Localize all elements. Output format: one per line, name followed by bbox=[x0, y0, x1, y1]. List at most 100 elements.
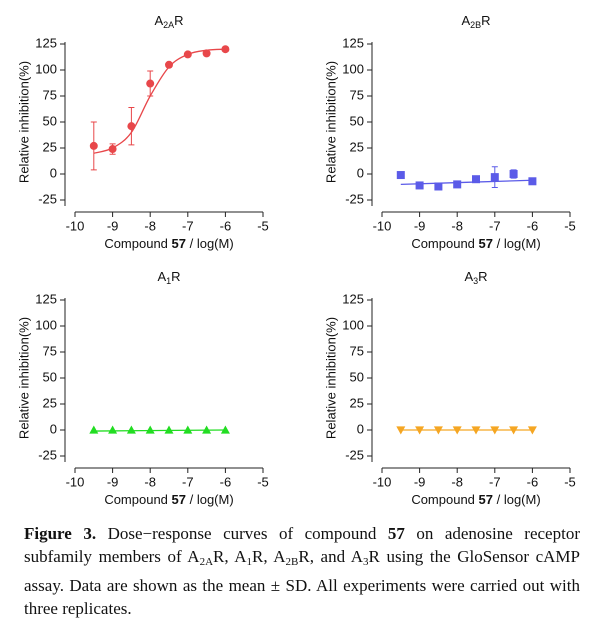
x-tick-label: -7 bbox=[182, 474, 194, 489]
text-segment: Compound bbox=[411, 492, 478, 507]
panel-title: A2AR bbox=[154, 13, 183, 30]
text-segment: 1 bbox=[166, 276, 171, 286]
text-segment: 57 bbox=[172, 236, 186, 251]
y-tick-label: 100 bbox=[342, 61, 364, 76]
marker bbox=[220, 425, 230, 434]
x-tick-label: -7 bbox=[489, 474, 501, 489]
y-tick-label: 75 bbox=[43, 343, 57, 358]
caption-segment: 57 bbox=[387, 524, 405, 543]
y-tick-label: 0 bbox=[50, 165, 57, 180]
y-tick-label: 100 bbox=[35, 317, 57, 332]
text-segment: / log(M) bbox=[186, 236, 234, 251]
y-tick-label: 125 bbox=[342, 35, 364, 50]
caption-segment: 2B bbox=[285, 556, 299, 568]
marker bbox=[490, 173, 499, 182]
x-axis-label: Compound 57 / log(M) bbox=[411, 236, 540, 251]
y-tick-label: 25 bbox=[43, 139, 57, 154]
x-tick-label: -7 bbox=[489, 218, 501, 233]
x-tick-label: -9 bbox=[107, 474, 119, 489]
y-tick-label: 75 bbox=[43, 87, 57, 102]
y-axis-label: Relative inhibition(%) bbox=[323, 61, 338, 183]
y-tick-label: -25 bbox=[38, 447, 57, 462]
x-tick-label: -5 bbox=[564, 218, 576, 233]
y-tick-label: 50 bbox=[350, 113, 364, 128]
y-tick-label: -25 bbox=[38, 191, 57, 206]
text-segment: 2B bbox=[470, 20, 481, 30]
x-tick-label: -8 bbox=[144, 218, 156, 233]
y-tick-label: -25 bbox=[345, 447, 364, 462]
text-segment: R bbox=[174, 13, 183, 28]
caption-segment: 3 bbox=[363, 556, 369, 568]
x-axis-label: Compound 57 / log(M) bbox=[104, 492, 233, 507]
y-tick-label: 125 bbox=[342, 291, 364, 306]
x-tick-label: -9 bbox=[107, 218, 119, 233]
caption-segment: R using the GloSensor cAMP assay. Data a… bbox=[24, 547, 580, 618]
x-tick-label: -10 bbox=[373, 474, 392, 489]
text-segment: Compound bbox=[104, 236, 171, 251]
y-tick-label: 75 bbox=[350, 343, 364, 358]
text-segment: 57 bbox=[172, 492, 186, 507]
y-tick-label: -25 bbox=[345, 191, 364, 206]
y-tick-label: 100 bbox=[342, 317, 364, 332]
x-tick-label: -8 bbox=[451, 218, 463, 233]
y-tick-label: 25 bbox=[350, 139, 364, 154]
caption: Figure 3. Dose−response curves of compou… bbox=[24, 522, 580, 620]
caption-segment: R, and A bbox=[298, 547, 364, 566]
marker bbox=[145, 425, 155, 434]
text-segment: R bbox=[171, 269, 180, 284]
x-tick-label: -8 bbox=[451, 474, 463, 489]
marker bbox=[509, 170, 518, 178]
caption-segment: 2A bbox=[199, 556, 214, 568]
caption-segment: Dose−response curves of compound bbox=[96, 524, 388, 543]
text-segment: 57 bbox=[479, 236, 493, 251]
marker bbox=[126, 425, 136, 434]
caption-segment: on adenosine receptor subfamily members … bbox=[24, 524, 580, 566]
fit-curve bbox=[93, 48, 226, 154]
marker bbox=[472, 175, 480, 184]
x-axis-label: Compound 57 / log(M) bbox=[411, 492, 540, 507]
x-tick-label: -5 bbox=[257, 218, 269, 233]
y-tick-label: 125 bbox=[35, 291, 57, 306]
x-tick-label: -10 bbox=[66, 218, 85, 233]
x-tick-label: -9 bbox=[414, 218, 426, 233]
x-axis-label: Compound 57 / log(M) bbox=[104, 236, 233, 251]
text-segment: 3 bbox=[473, 276, 478, 286]
y-tick-label: 75 bbox=[350, 87, 364, 102]
text-segment: 57 bbox=[479, 492, 493, 507]
text-segment: A bbox=[157, 269, 166, 284]
x-tick-label: -6 bbox=[527, 218, 539, 233]
marker bbox=[146, 79, 155, 88]
caption-segment: R, A bbox=[213, 547, 247, 566]
y-axis-label: Relative inhibition(%) bbox=[323, 317, 338, 439]
text-segment: Compound bbox=[411, 236, 478, 251]
marker bbox=[89, 425, 99, 434]
marker bbox=[165, 60, 173, 69]
y-tick-label: 25 bbox=[43, 395, 57, 410]
y-tick-label: 0 bbox=[357, 165, 364, 180]
caption-segment: R, A bbox=[252, 547, 286, 566]
marker bbox=[164, 425, 174, 434]
y-tick-label: 25 bbox=[350, 395, 364, 410]
marker bbox=[453, 180, 462, 189]
text-segment: R bbox=[481, 13, 490, 28]
text-segment: Compound bbox=[104, 492, 171, 507]
fit-curve bbox=[400, 179, 533, 186]
text-segment: 2A bbox=[163, 20, 174, 30]
y-tick-label: 0 bbox=[357, 421, 364, 436]
marker bbox=[528, 177, 537, 186]
text-segment: / log(M) bbox=[493, 236, 541, 251]
text-segment: R bbox=[478, 269, 487, 284]
marker bbox=[396, 171, 405, 180]
x-tick-label: -5 bbox=[564, 474, 576, 489]
y-axis-label: Relative inhibition(%) bbox=[16, 317, 31, 439]
panel-title: A2BR bbox=[461, 13, 490, 30]
y-tick-label: 100 bbox=[35, 61, 57, 76]
y-tick-label: 0 bbox=[50, 421, 57, 436]
x-tick-label: -7 bbox=[182, 218, 194, 233]
x-tick-label: -5 bbox=[257, 474, 269, 489]
fit-curve bbox=[93, 429, 226, 432]
text-segment: / log(M) bbox=[493, 492, 541, 507]
marker bbox=[415, 181, 424, 190]
